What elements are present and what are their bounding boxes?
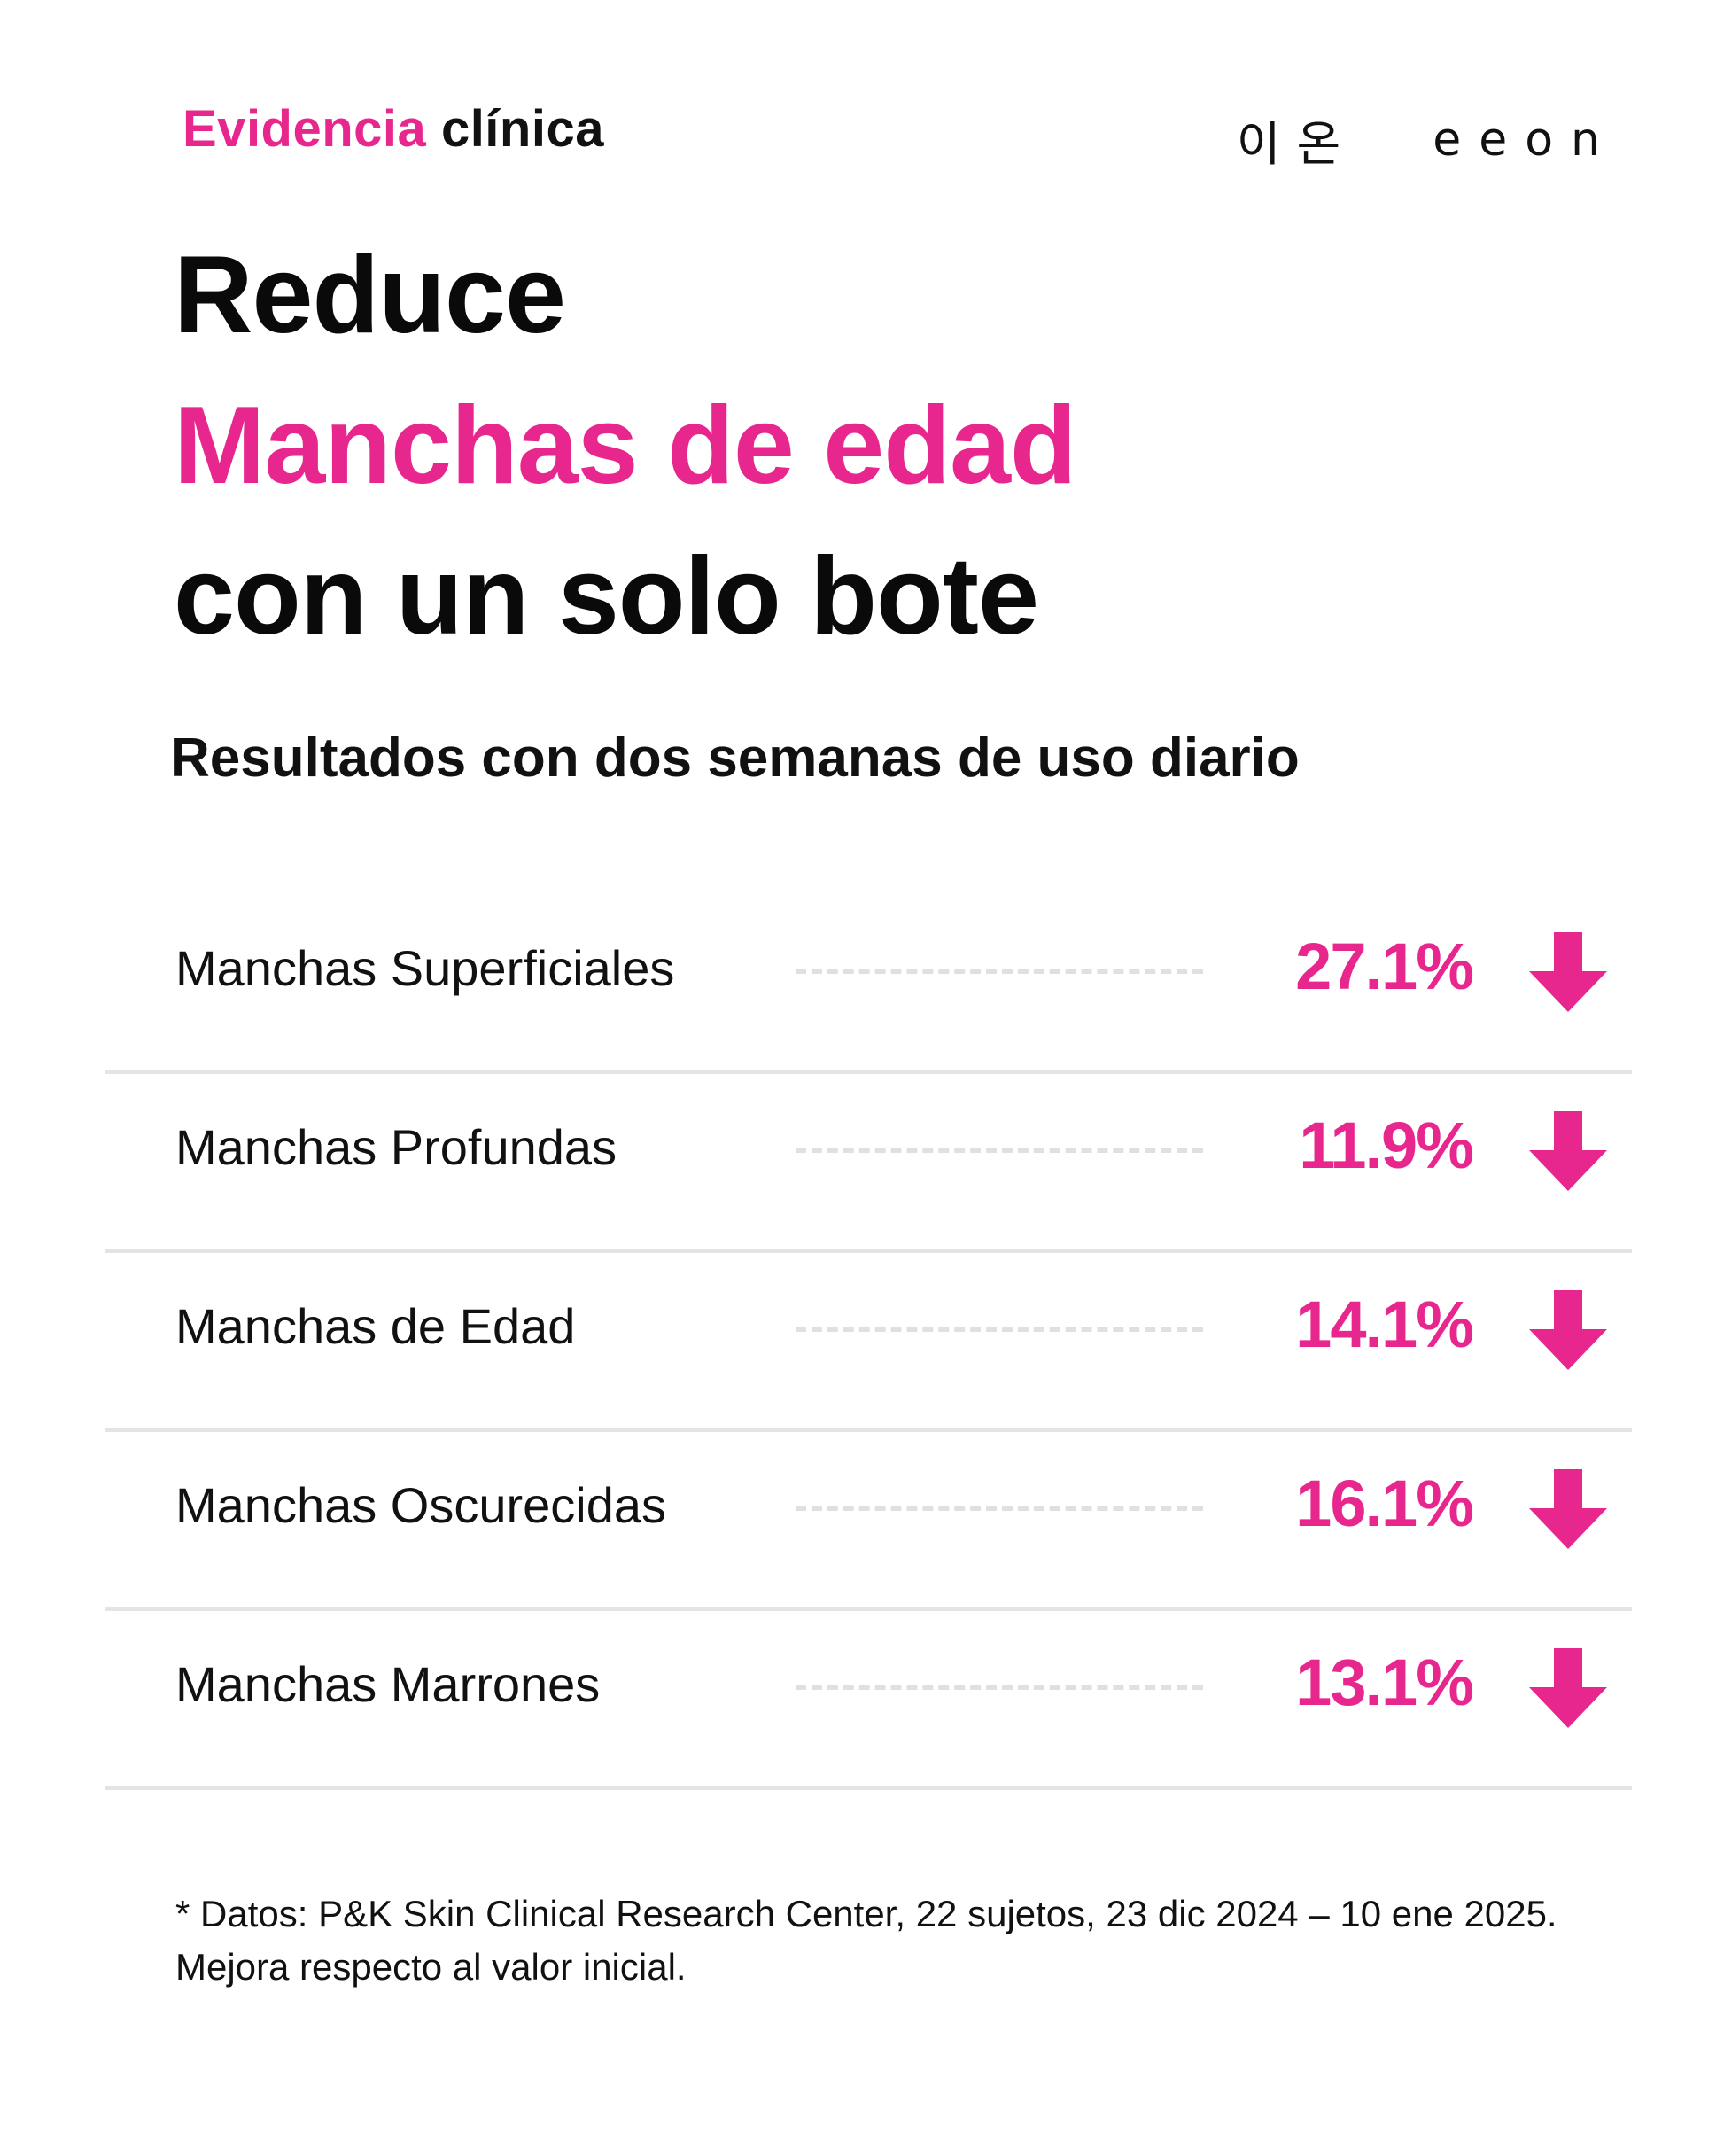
result-value: 14.1% (1295, 1288, 1474, 1361)
result-row: Manchas Oscurecidas 16.1% (105, 1432, 1632, 1611)
arrow-down-icon (1529, 1290, 1607, 1370)
section-kicker: Evidencia clínica (182, 99, 604, 159)
result-row: Manchas de Edad 14.1% (105, 1253, 1632, 1432)
dashed-leader (796, 1685, 1203, 1690)
arrow-down-icon (1529, 1648, 1607, 1728)
dashed-leader (796, 1327, 1203, 1332)
kicker-accent: Evidencia (182, 100, 427, 158)
result-value: 13.1% (1295, 1646, 1474, 1719)
result-value: 16.1% (1295, 1467, 1474, 1540)
footnote-line-1: * Datos: P&K Skin Clinical Research Cent… (175, 1893, 1557, 1934)
brand-korean: 이온 (1236, 116, 1357, 172)
headline-line-2: Manchas de edad (174, 385, 1077, 507)
dashed-leader (796, 1148, 1203, 1153)
result-label: Manchas Marrones (175, 1656, 601, 1712)
results-list: Manchas Superficiales 27.1% Manchas Prof… (105, 895, 1632, 1790)
result-row: Manchas Superficiales 27.1% (105, 895, 1632, 1074)
dashed-leader (796, 1506, 1203, 1511)
subtitle: Resultados con dos semanas de uso diario (170, 728, 1300, 789)
arrow-down-icon (1529, 1111, 1607, 1191)
brand-latin: eeon (1433, 113, 1618, 167)
result-label: Manchas Superficiales (175, 940, 675, 996)
kicker-rest: clínica (440, 100, 604, 158)
arrow-down-icon (1529, 932, 1607, 1012)
result-label: Manchas Profundas (175, 1119, 617, 1175)
result-label: Manchas Oscurecidas (175, 1477, 667, 1533)
dashed-leader (796, 969, 1203, 974)
result-label: Manchas de Edad (175, 1298, 576, 1354)
arrow-down-icon (1529, 1469, 1607, 1549)
footnote-line-2: Mejora respecto al valor inicial. (175, 1946, 687, 1988)
brand-logo: 이온 eeon (1237, 105, 1618, 175)
result-row: Manchas Profundas 11.9% (105, 1074, 1632, 1253)
headline-line-3: con un solo bote (174, 535, 1039, 658)
headline: Reduce Manchas de edad con un solo bote (174, 220, 1077, 672)
result-value: 11.9% (1299, 1109, 1474, 1182)
footnote: * Datos: P&K Skin Clinical Research Cent… (175, 1887, 1557, 1994)
headline-line-1: Reduce (174, 234, 566, 356)
result-row: Manchas Marrones 13.1% (105, 1611, 1632, 1790)
result-value: 27.1% (1295, 930, 1474, 1003)
